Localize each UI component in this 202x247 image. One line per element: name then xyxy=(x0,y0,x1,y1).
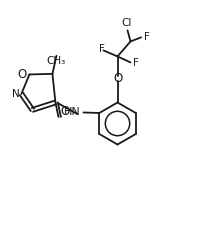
Text: F: F xyxy=(132,59,138,68)
Text: O: O xyxy=(112,72,122,85)
Text: F: F xyxy=(143,32,149,42)
Text: N: N xyxy=(12,89,19,99)
Text: O: O xyxy=(18,68,27,81)
Text: CH₃: CH₃ xyxy=(47,56,66,66)
Text: O: O xyxy=(60,105,69,119)
Text: F: F xyxy=(98,44,104,54)
Text: HN: HN xyxy=(63,107,80,118)
Text: Cl: Cl xyxy=(121,18,131,28)
